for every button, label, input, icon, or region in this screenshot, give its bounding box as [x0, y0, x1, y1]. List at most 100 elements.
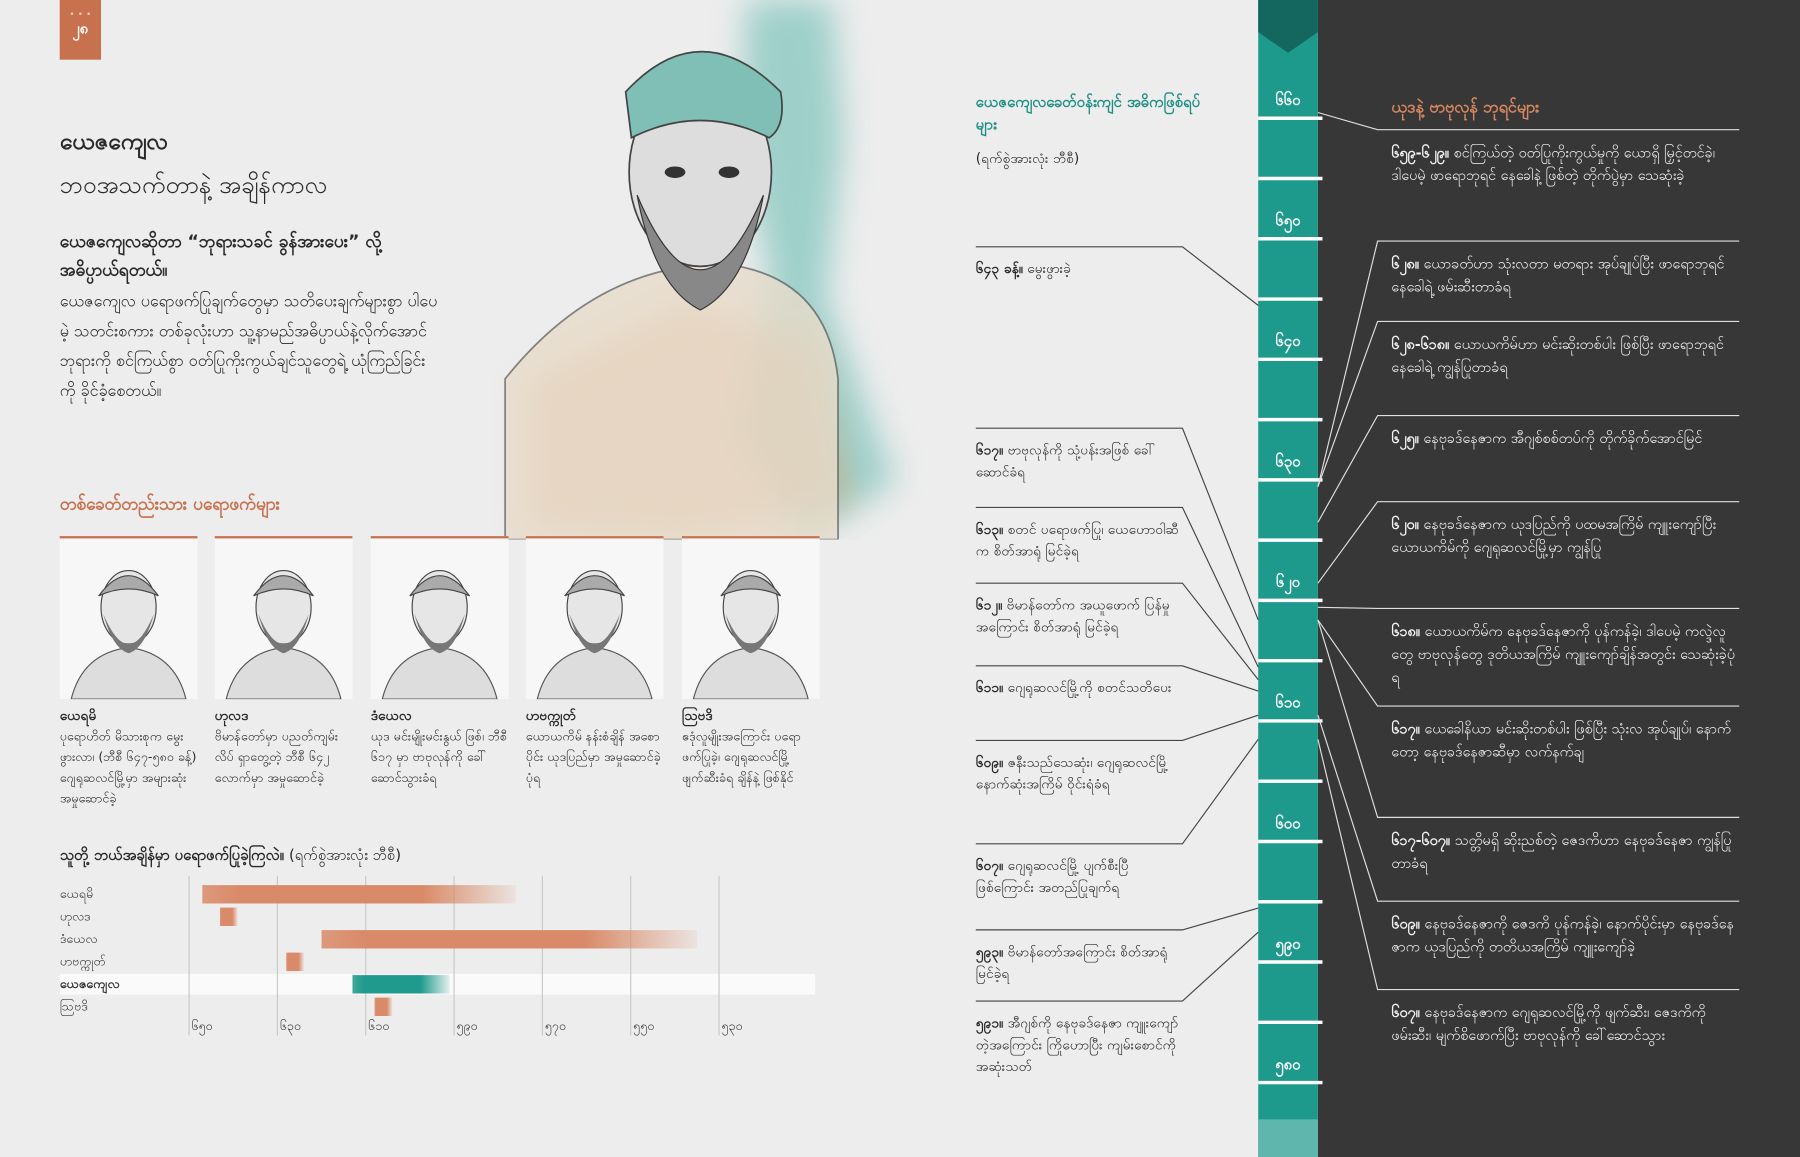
event-date: ၅၉၃။	[975, 943, 1004, 960]
king: ၆၂၈-၆၁၈။ ယောယကိမ်ဟာ မင်းဆိုးတစ်ပါး ဖြစ်ပ…	[1391, 333, 1735, 379]
body-text: ယေဇကျေလ ပရောဖက်ပြုချက်တွေမှာ သတိပေးချက်မ…	[59, 292, 438, 401]
event-text: ဇနီးသည်သေဆုံး၊ ဂျေရုဆလင်မြို့ နောက်ဆုံးအ…	[975, 754, 1169, 793]
y-tick-label: ဟဗက္ကုတ်	[60, 953, 106, 971]
timeline-year: ၆၀၀	[1275, 813, 1301, 832]
lead: ယေဇကျေလဆိုတာ “ဘုရားသခင် ခွန်အားပေး” လို့…	[59, 230, 382, 281]
timeline-year: ၅၈၀	[1275, 1055, 1301, 1077]
chart-subtitle: (ရက်စွဲအားလုံး ဘီစီ)	[288, 847, 402, 865]
event: ၆၄၃ ခန့်။ မွေးဖွားခဲ့	[976, 258, 1183, 280]
y-tick-label: ဟုလဒ	[60, 908, 91, 926]
event: ၆၁၃။ စတင် ပရောဖက်ပြု၊ ယေဟောဝါဆီက စိတ်အာရ…	[976, 519, 1183, 563]
prophet-name: ဟုလဒ	[214, 707, 249, 724]
king: ၆၂၅။ နေဗုခဒ်နေဇာက အီဂျစ်စစ်တပ်ကို တိုက်ခ…	[1391, 427, 1735, 450]
prophet-name: ဩဗဒိ	[681, 707, 713, 724]
event-text: ဗိမာန်တော်က အယူဖောက် ပြန်မှုအကြောင်း စိတ…	[975, 596, 1170, 635]
king-text: ယောယကိမ်က နေဗုခဒ်နေဇာကို ပုန်ကန်ခဲ့၊ ဒါပ…	[1391, 622, 1736, 686]
shoulders	[504, 263, 839, 540]
x-tick-label: ၆၃၀	[280, 1018, 301, 1036]
event-date: ၆၁၁။	[975, 679, 1004, 696]
x-tick-label: ၆၁၀	[368, 1018, 389, 1033]
timeline-year: ၆၂၀	[1276, 572, 1301, 595]
prophet-name: ဟဗက္ကုတ်	[525, 707, 577, 724]
king-date: ၆၀၉။	[1391, 914, 1420, 933]
portrait	[214, 536, 353, 700]
king-date: ၆၂၈-၆၁၈။	[1391, 335, 1450, 353]
x-tick-label: ၅၃၀	[721, 1018, 742, 1036]
y-tick-label: ဩဗဒိ	[60, 997, 88, 1016]
king-text: ယေခေါနိယာ မင်းဆိုးတစ်ပါး ဖြစ်ပြီး သုံးလ …	[1391, 719, 1732, 760]
main-portrait	[504, 0, 896, 540]
event: ၆၁၁။ ဂျေရုဆလင်မြို့ကို စတင်သတိပေး	[976, 677, 1183, 699]
event-date: ၆၄၃ ခန့်။	[975, 260, 1023, 277]
king-date: ၆၂၅။	[1391, 429, 1419, 447]
king-date: ၆၂၈။	[1391, 254, 1420, 273]
portrait	[59, 536, 198, 700]
king-date: ၆၀၇။	[1391, 1003, 1420, 1021]
king-date: ၆၁၇။	[1391, 719, 1420, 738]
event-text: ဂျေရုဆလင်မြို့ကို စတင်သတိပေး	[1007, 679, 1172, 696]
portrait-beard	[569, 614, 620, 654]
event-text: အီဂျစ်ကို နေဗုခဒ်နေဇာ ကျူးကျော်တဲ့အကြောင…	[975, 1014, 1179, 1075]
events-heading: ယေဇကျေလခေတ်ဝန်းကျင် အဓိကဖြစ်ရပ်များ	[975, 94, 1201, 135]
event-date: ၆၀၇။	[975, 857, 1004, 874]
event: ၆၀၇။ ဂျေရုဆလင်မြို့ ပျက်စီးပြီ ဖြစ်ကြောင…	[976, 855, 1183, 899]
portrait-shoulders	[225, 646, 342, 700]
prophet-description: ဗိမာန်တော်မှာ ပညတ်ကျမ်းလိပ် ရှာတွေ့တဲ့ ဘ…	[214, 728, 339, 786]
y-tick-label: ယေရမိ	[60, 886, 94, 904]
king: ၆၁၈။ ယောယကိမ်က နေဗုခဒ်နေဇာကို ပုန်ကန်ခဲ့…	[1391, 620, 1735, 689]
event-text: ဗာဗုလုန်ကို သုံ့ပန်းအဖြစ် ခေါ်ဆောင်ခံရ	[975, 441, 1155, 480]
timeline-strip	[1258, 0, 1318, 1157]
event: ၆၁၂။ ဗိမာန်တော်က အယူဖောက် ပြန်မှုအကြောင်…	[976, 595, 1183, 639]
king: ၆၁၇-၆၀၇။ သတ္တိမရှိ ဆိုးညစ်တဲ့ ဇေဒကိဟာ နေ…	[1391, 829, 1735, 875]
turban	[624, 50, 783, 140]
timeline-year: ၅၉၀	[1275, 935, 1301, 957]
prophet: ဟဗက္ကုတ် ယောယကိမ် နန်းစံချိန် အစောပိုင်း …	[525, 536, 664, 789]
portrait-beard	[414, 614, 465, 654]
event-date: ၆၁၂။	[975, 596, 1003, 614]
timeline-bottom	[1258, 1119, 1318, 1157]
bar	[321, 930, 697, 949]
portrait-beard	[258, 614, 309, 654]
portrait-shoulders	[381, 646, 498, 700]
event: ၆၁၇။ ဗာဗုလုန်ကို သုံ့ပန်းအဖြစ် ခေါ်ဆောင်…	[976, 440, 1183, 484]
prophet: ဩဗဒိ ဧဒုံလူမျိုးအကြောင်း ပရောဖက်ပြုခဲ့၊ ဂ…	[681, 536, 820, 789]
event-text: စတင် ပရောဖက်ပြု၊ ယေဟောဝါဆီက စိတ်အာရုံ မြ…	[975, 521, 1179, 560]
page-badge: • • • ၂၈	[59, 0, 102, 60]
prophet-name: ဒံယေလ	[370, 707, 412, 724]
x-tick-label: ၅၉၀	[456, 1018, 477, 1036]
portrait-shoulders	[692, 646, 809, 700]
bar	[352, 975, 450, 994]
timeline-year: ၆၁၀	[1275, 693, 1301, 712]
connector	[975, 714, 1259, 742]
timeline-year: ၆၃၀	[1275, 452, 1301, 475]
page-number: ၂၈	[72, 20, 89, 38]
portrait	[525, 536, 664, 700]
prophet: ဒံယေလယုဒ မင်းမျိုးမင်းနွယ် ဖြစ်၊ ဘီစီ ၆၁…	[370, 536, 509, 789]
king-date: ၆၅၉-၆၂၉။	[1391, 143, 1450, 161]
portrait-headwear	[564, 575, 625, 597]
portrait-beard	[103, 614, 154, 654]
eye	[664, 166, 686, 178]
portrait-headwear	[409, 575, 470, 597]
portrait	[681, 536, 820, 700]
king-text: နေဗုခဒ်နေဇာက အီဂျစ်စစ်တပ်ကို တိုက်ခိုက်အ…	[1423, 429, 1703, 447]
event-date: ၆၀၉။	[975, 754, 1004, 771]
event-text: မွေးဖွားခဲ့	[1027, 260, 1071, 277]
bar	[202, 885, 516, 904]
portrait-beard	[725, 614, 777, 654]
kings-heading: ယုဒနဲ့ ဗာဗုလုန် ဘုရင်များ	[1391, 98, 1540, 118]
events-note: (ရက်စွဲအားလုံး ဘီစီ)	[975, 150, 1080, 167]
chart-title: သူတို့ ဘယ်အချိန်မှာ ပရောဖက်ပြုခဲ့ကြလဲ။ (…	[60, 846, 401, 868]
portrait-shoulders	[536, 646, 653, 700]
king-date: ၆၂၀။	[1391, 515, 1419, 533]
bar	[286, 952, 304, 971]
event-text: ဂျေရုဆလင်မြို့ ပျက်စီးပြီ ဖြစ်ကြောင်း အတ…	[975, 857, 1129, 896]
badge-dots: • • •	[69, 9, 92, 20]
title: ယေဇကျေလ	[59, 127, 169, 155]
timeline-year: ၆၄၀	[1275, 331, 1301, 354]
prophet-description: ယုဒ မင်းမျိုးမင်းနွယ် ဖြစ်၊ ဘီစီ ၆၁၇ မှာ…	[370, 728, 508, 786]
timeline-year: ၆၅၀	[1275, 211, 1301, 234]
eye	[718, 166, 740, 178]
gantt-chart: ၆၅၀ ၆၃၀ ၆၁၀ ၅၉၀ ၅၇၀ ၅၅၀ ၅၃၀ ယေရမိဟုလဒဒံယေလဟဗက္က…	[59, 875, 816, 1036]
prophet-description: ပုရောဟိတ် မိသားစုက မွေးဖွားလာ၊ (ဘီစီ ၆၄၇…	[59, 728, 197, 806]
